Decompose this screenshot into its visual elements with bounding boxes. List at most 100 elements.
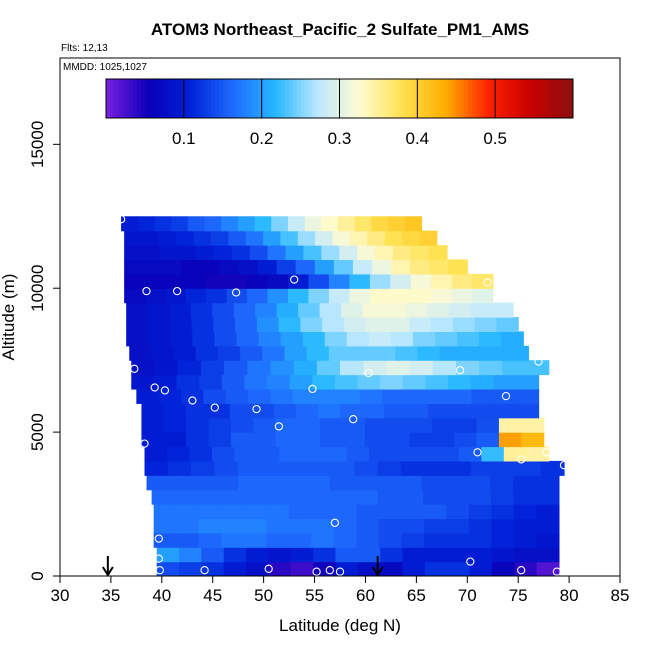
heatmap-cell (468, 518, 492, 534)
heatmap-cell (340, 403, 363, 419)
heatmap-cell (198, 504, 222, 520)
heatmap-cell (297, 432, 321, 448)
colorbar-tick-label: 0.5 (483, 129, 507, 148)
sample-point (116, 215, 126, 224)
heatmap-cell (503, 446, 527, 462)
heatmap-cell (390, 331, 414, 347)
heatmap-cell (314, 259, 335, 275)
heatmap-cell (410, 273, 432, 289)
colorbar-segment (444, 79, 449, 118)
heatmap-cell (121, 216, 139, 232)
heatmap-cell (160, 245, 179, 261)
heatmap-cell (409, 360, 434, 376)
heatmap-cell (423, 504, 447, 520)
heatmap-cell (432, 360, 457, 376)
colorbar-segment (179, 79, 185, 118)
heatmap-cell (417, 345, 441, 361)
heatmap-cell (472, 403, 496, 419)
heatmap-cell (176, 518, 200, 534)
heatmap-cell (377, 489, 402, 505)
heatmap-cell (369, 288, 391, 304)
heatmap-cell (211, 446, 235, 462)
heatmap-cell (174, 489, 198, 505)
heatmap-cell (254, 216, 272, 232)
heatmap-cell (176, 504, 200, 520)
heatmap-cell (195, 345, 219, 361)
heatmap-cell (491, 504, 515, 520)
colorbar-segment (331, 79, 337, 118)
sample-points (116, 215, 569, 576)
colorbar-segment (222, 79, 228, 118)
heatmap-cell (429, 259, 449, 275)
heatmap-cell (446, 532, 470, 548)
heatmap-cell (264, 489, 288, 505)
heatmap-cell (226, 273, 248, 289)
colorbar-segment (397, 79, 403, 118)
heatmap-cell (454, 432, 478, 448)
heatmap-cell (355, 489, 379, 505)
heatmap-cell (141, 230, 160, 246)
colorbar-segment (339, 79, 344, 118)
colorbar-segment (265, 79, 270, 118)
heatmap-cell (210, 230, 229, 246)
heatmap-cell (436, 446, 460, 462)
heatmap-cell (365, 317, 389, 332)
heatmap-cell (384, 230, 403, 246)
heatmap-cell (364, 417, 388, 433)
colorbar-segment (514, 79, 520, 118)
heatmap-cell (380, 374, 404, 390)
heatmap-cell (357, 245, 376, 261)
heatmap-cell (340, 360, 364, 376)
heatmap-cell (198, 532, 222, 548)
colorbar-segment (316, 79, 321, 118)
colorbar-segment (405, 79, 411, 118)
colorbar-segment (234, 79, 239, 118)
heatmap-cell (212, 302, 235, 318)
chart-title: ATOM3 Northeast_Pacific_2 Sulfate_PM1_AM… (151, 20, 529, 39)
colorbar-segment (374, 79, 379, 118)
heatmap-cell (300, 317, 323, 332)
heatmap-cell (236, 331, 260, 347)
heatmap-cell (319, 302, 342, 318)
colorbar-frame (105, 78, 574, 119)
colorbar-segment (137, 79, 142, 118)
colorbar-segment (230, 79, 235, 118)
colorbar-segment (285, 79, 290, 118)
heatmap-cell (402, 374, 427, 390)
colorbar-segment (312, 79, 317, 118)
heatmap-cell (421, 475, 445, 491)
heatmap-cell (311, 518, 335, 534)
x-tick-label: 45 (203, 586, 222, 605)
colorbar-segment (479, 79, 484, 118)
colorbar-segment (335, 79, 340, 118)
colorbar-segment (362, 79, 368, 118)
heatmap-cell (307, 460, 332, 476)
heatmap-cell (200, 259, 221, 275)
y-tick-label: 0 (28, 571, 47, 580)
heatmap-cell (380, 561, 404, 576)
heatmap-cell (371, 216, 389, 232)
heatmap-cell (229, 403, 253, 419)
heatmap-cell (233, 302, 256, 318)
heatmap-cell (316, 360, 341, 376)
heatmap-cell (404, 216, 423, 232)
heatmap-cell (144, 288, 166, 304)
heatmap-cell (333, 518, 357, 534)
heatmap-cell (371, 259, 392, 275)
colorbar-segment (281, 79, 286, 118)
heatmap-cell (451, 288, 473, 304)
heatmap-cell (375, 245, 394, 261)
heatmap-cell (388, 216, 406, 232)
sample-point (325, 566, 334, 575)
heatmap-cell (225, 388, 249, 404)
heatmap-cell (312, 374, 336, 390)
sample-point (312, 567, 321, 576)
heatmap-cell (469, 561, 493, 576)
colorbar-segment (141, 79, 146, 118)
colorbar-segment (238, 79, 243, 118)
heatmap-cell (302, 331, 326, 347)
heatmap-cell (221, 504, 245, 520)
heatmap-cell (173, 345, 197, 361)
heatmap-cell (342, 432, 366, 448)
heatmap-cell (147, 302, 170, 318)
